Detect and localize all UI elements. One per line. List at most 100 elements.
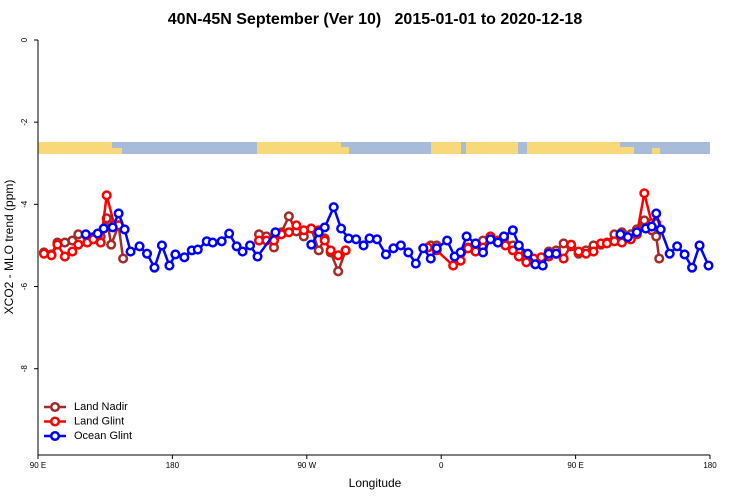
data-point [325,245,336,256]
data-point [521,257,532,268]
data-point [646,221,657,232]
data-point [252,251,263,262]
data-point [80,229,91,240]
legend-label: Ocean Glint [74,430,132,442]
data-point [470,238,481,249]
land-strip [652,148,660,154]
data-point [651,231,662,242]
x-axis-label: Longitude [349,476,402,490]
data-point [522,248,533,259]
data-point [319,222,330,233]
data-point [622,232,633,243]
data-point [351,234,362,245]
data-point [336,223,347,234]
land-strip [257,142,341,154]
data-point [655,224,666,235]
data-point [107,222,118,233]
data-point [461,231,472,242]
data-point [477,247,489,258]
data-point [237,246,248,257]
data-point [192,244,203,255]
y-tick-label: -2 [20,118,29,126]
y-axis-label: XCO2 - MLO trend (ppm) [2,180,16,315]
data-point [395,240,406,251]
data-point [418,243,429,254]
data-point [313,245,324,256]
data-point [340,245,351,256]
data-point [631,227,642,238]
data-point [507,225,518,236]
chart-title: 40N-45N September (Ver 10) 2015-01-01 to… [168,11,583,28]
data-point [141,248,153,259]
data-point [403,247,414,258]
x-tick-label: 90 E [567,461,583,470]
data-point [448,260,459,271]
land-strip [431,142,461,154]
series [38,188,662,271]
data-point [125,246,136,257]
data-point [283,227,294,238]
data-point [231,241,242,252]
data-point [67,246,78,257]
data-point [492,237,503,248]
data-point [306,239,317,250]
data-point [207,237,218,248]
data-point [291,220,302,231]
legend-marker [49,416,61,427]
data-point [431,243,442,254]
data-point [283,211,294,222]
y-tick-label: -6 [20,282,29,290]
data-point [46,250,57,261]
legend-marker [49,401,61,413]
data-point [245,240,256,251]
data-point [119,224,130,235]
data-point [551,248,562,259]
x-tick-label: 180 [166,461,180,470]
data-point [694,240,705,251]
data-point [703,260,714,271]
legend: Land Nadir Land Glint Ocean Glint [44,401,132,442]
data-point [52,239,63,250]
data-point [566,239,577,250]
data-point [224,228,235,239]
data-point [106,239,117,250]
data-point [92,228,103,239]
data-point [513,240,524,251]
land-strip [38,142,112,154]
x-tick-label: 90 E [30,461,46,470]
data-point [654,253,665,264]
data-point [687,262,698,273]
y-tick-label: -8 [20,365,29,373]
data-point [333,250,344,261]
land-strip [112,148,122,154]
data-point [101,190,112,201]
data-point [328,202,339,213]
data-point [59,251,70,262]
data-point [134,241,145,252]
data-point [179,252,190,263]
data-point [313,227,324,238]
data-point [156,240,167,251]
data-point [664,248,675,259]
surface-map-strip [38,142,710,154]
data-point [319,235,330,246]
y-tick-label: -4 [20,200,29,208]
x-tick-label: 0 [439,461,444,470]
x-tick-label: 180 [703,461,717,470]
legend-marker [49,430,61,442]
data-point [149,262,160,273]
data-point [672,241,683,252]
data-point [588,246,599,257]
legend-label: Land Nadir [74,401,128,413]
data-point [442,235,453,246]
legend-label: Land Glint [74,415,124,427]
data-point [679,249,690,260]
data-point [164,260,175,271]
data-point [558,253,569,264]
data-point [455,247,466,258]
data-point [118,253,129,264]
data-point [513,251,524,262]
data-point [651,208,662,219]
data-point [507,245,518,256]
data-point [333,266,344,277]
